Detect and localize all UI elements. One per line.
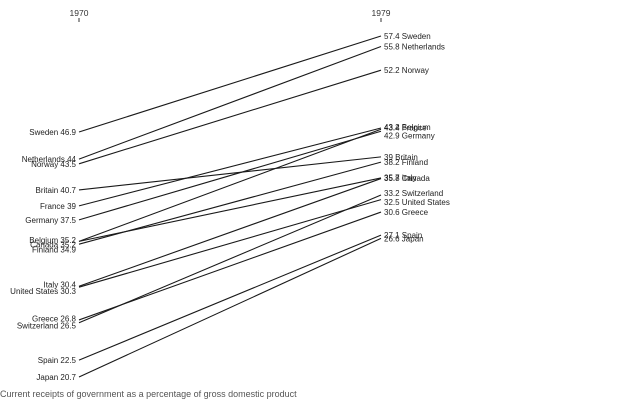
left-label-finland: Finland 34.9 [32, 246, 77, 255]
slope-line-united-states [78, 199, 382, 288]
left-label-belgium: Belgium 35.2 [29, 236, 76, 245]
year-label-1979: 1979 [372, 8, 391, 18]
slope-line-belgium [78, 128, 382, 242]
slope-line-france [78, 127, 382, 207]
slope-line-britain [78, 156, 382, 191]
slope-line-sweden [78, 35, 382, 133]
left-label-switzerland: Switzerland 26.5 [17, 322, 77, 331]
right-label-greece: 30.6 Greece [384, 208, 429, 217]
right-label-netherlands: 55.8 Netherlands [384, 43, 445, 52]
right-label-italy: 35.7 Italy [384, 174, 416, 183]
right-labels: 57.4 Sweden 55.8 Netherlands 52.2 Norway 39… [384, 32, 450, 243]
left-label-britain: Britain 40.7 [36, 186, 77, 195]
year-label-1970: 1970 [70, 8, 89, 18]
left-label-france: France 39 [40, 202, 77, 211]
right-label-finland: 38.2 Finland [384, 158, 428, 167]
right-label-sweden: 57.4 Sweden [384, 32, 431, 41]
left-label-germany: Germany 37.5 [25, 216, 76, 225]
slope-line-finland [78, 161, 382, 245]
slope-line-switzerland [78, 194, 382, 324]
right-label-united-states: 32.5 United States [384, 198, 450, 207]
left-label-japan: Japan 20.7 [36, 373, 76, 382]
right-label-spain: 27.1 Spain [384, 231, 422, 240]
slope-line-spain [78, 234, 382, 361]
right-label-norway: 52.2 Norway [384, 66, 429, 75]
left-label-sweden: Sweden 46.9 [29, 128, 76, 137]
left-label-netherlands: Netherlands 44 [22, 155, 77, 164]
axis-layer: 1970 1979 [70, 8, 391, 22]
right-label-germany: 42.9 Germany [384, 131, 435, 140]
right-label-france: 43.4 France [384, 123, 427, 132]
slope-line-netherlands [78, 45, 382, 160]
slope-lines [78, 35, 382, 378]
left-label-italy: Italy 30.4 [44, 280, 77, 289]
left-label-united-states: United States 30.3 [10, 287, 76, 296]
right-label-japan: 26.6 Japan [384, 234, 424, 243]
right-label-switzerland: 33.2 Switzerland [384, 189, 443, 198]
left-label-norway: Norway 43.5 [31, 160, 76, 169]
slope-line-germany [78, 130, 382, 221]
right-label-britain: 39 Britain [384, 153, 418, 162]
right-label-canada: 35.8 Canada [384, 174, 430, 183]
chart-caption: Current receipts of government as a perc… [0, 389, 297, 399]
right-label-belgium: 43.2 Belgium [384, 123, 431, 132]
slope-line-norway [78, 69, 382, 165]
left-label-spain: Spain 22.5 [38, 356, 77, 365]
slope-line-japan [78, 237, 382, 378]
left-label-greece: Greece 26.8 [32, 314, 77, 323]
slope-line-italy [78, 178, 382, 287]
left-label-canada: Canada 35.2 [30, 240, 76, 249]
